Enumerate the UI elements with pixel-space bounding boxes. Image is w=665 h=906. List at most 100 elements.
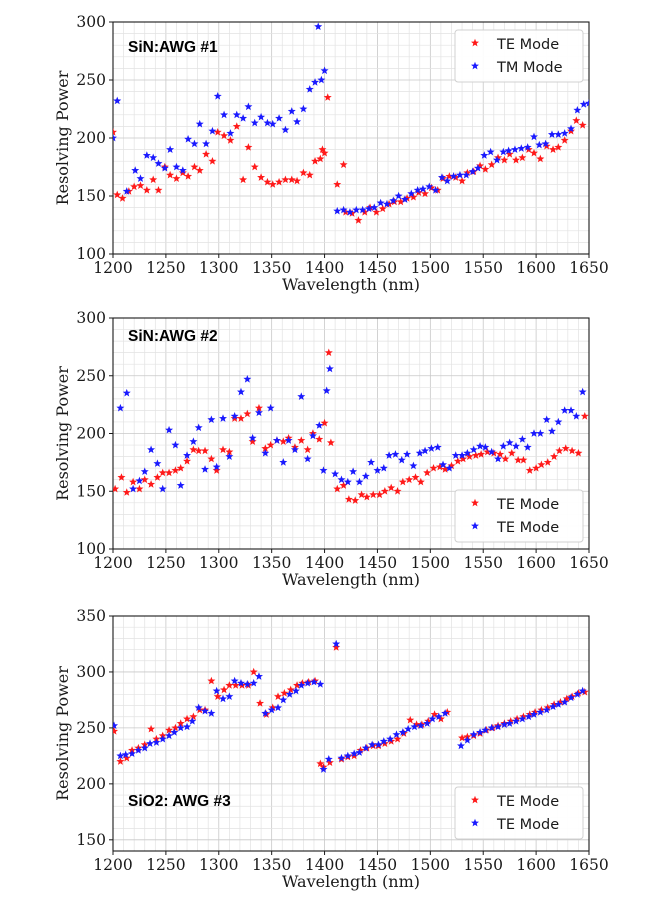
- data-point-blue: [578, 686, 587, 695]
- data-point-blue: [263, 118, 272, 127]
- data-point-red: [116, 757, 125, 765]
- data-point-red: [481, 165, 490, 173]
- data-point-red: [532, 463, 541, 472]
- data-point-red: [183, 714, 192, 723]
- data-point-red: [303, 445, 312, 454]
- data-point-blue: [425, 182, 434, 191]
- data-point-red: [323, 93, 332, 101]
- data-point-blue: [322, 386, 331, 395]
- data-point-red: [213, 692, 222, 700]
- legend-marker-blue: [471, 61, 479, 70]
- data-point-blue: [147, 445, 156, 454]
- data-point-blue: [504, 146, 513, 155]
- data-point-blue: [358, 205, 367, 214]
- data-point-red: [505, 150, 514, 158]
- data-point-blue: [219, 414, 227, 422]
- data-point-red: [525, 710, 534, 718]
- data-point-red: [286, 685, 295, 694]
- y-tick-label: 100: [76, 245, 106, 263]
- data-point-red: [320, 418, 329, 427]
- data-point-red: [113, 128, 117, 136]
- data-point-blue: [416, 721, 425, 730]
- data-point-blue: [194, 703, 203, 712]
- data-point-blue: [428, 714, 437, 723]
- data-point-red: [560, 136, 569, 144]
- data-point-red: [232, 122, 241, 130]
- data-point-blue: [122, 388, 131, 397]
- data-point-red: [165, 468, 174, 477]
- data-point-blue: [492, 155, 501, 164]
- data-point-blue: [480, 151, 489, 159]
- legend-box: [454, 786, 584, 840]
- y-tick-label: 350: [76, 607, 106, 625]
- data-point-blue: [476, 728, 485, 736]
- data-point-blue: [549, 702, 558, 711]
- data-point-red: [195, 166, 204, 174]
- y-tick-label: 200: [76, 129, 106, 147]
- data-point-blue: [152, 738, 161, 746]
- data-point-blue: [315, 421, 324, 429]
- data-point-blue: [386, 734, 395, 743]
- data-point-red: [140, 475, 149, 484]
- data-point-blue: [373, 466, 382, 474]
- data-point-red: [568, 692, 577, 700]
- data-point-red: [512, 155, 521, 164]
- x-axis-label: Wavelength (nm): [282, 570, 420, 589]
- data-point-red: [113, 727, 119, 735]
- data-point-blue: [355, 477, 364, 486]
- data-point-red: [443, 708, 452, 716]
- data-point-red: [213, 128, 222, 136]
- data-point-blue: [190, 139, 199, 148]
- data-point-blue: [297, 392, 306, 400]
- data-point-blue: [219, 694, 227, 703]
- data-point-red: [519, 712, 528, 721]
- x-tick-label: 1250: [146, 856, 185, 874]
- data-point-red: [536, 154, 545, 163]
- legend-label: TE Mode: [496, 520, 559, 536]
- data-point-blue: [361, 472, 370, 480]
- data-point-blue: [279, 458, 288, 466]
- data-point-blue: [567, 406, 576, 414]
- data-point-red: [530, 148, 538, 157]
- data-point-blue: [226, 129, 235, 137]
- y-tick-label: 200: [76, 425, 106, 443]
- data-point-red: [372, 208, 381, 216]
- data-point-red: [305, 170, 314, 179]
- data-point-blue: [379, 463, 388, 472]
- data-point-blue: [439, 460, 448, 469]
- data-point-blue: [535, 140, 544, 149]
- data-point-blue: [314, 22, 323, 31]
- data-point-blue: [458, 451, 467, 459]
- data-point-blue: [391, 450, 400, 458]
- data-point-red: [567, 126, 576, 135]
- x-tick-label: 1450: [358, 554, 397, 572]
- legend: TE Mode TE Mode: [454, 786, 584, 840]
- data-point-blue: [473, 163, 482, 172]
- data-point-blue: [518, 435, 527, 443]
- data-point-blue: [207, 709, 216, 717]
- data-point-red: [117, 473, 126, 481]
- data-point-red: [411, 473, 420, 481]
- data-point-red: [435, 462, 444, 471]
- data-point-blue: [355, 748, 364, 756]
- data-point-red: [518, 153, 527, 162]
- data-point-red: [556, 697, 565, 706]
- data-point-blue: [153, 459, 162, 467]
- data-point-blue: [433, 443, 442, 451]
- x-tick-label: 1500: [411, 554, 450, 572]
- data-point-blue: [517, 144, 526, 152]
- data-point-blue: [184, 134, 193, 143]
- data-point-red: [463, 168, 472, 177]
- data-point-red: [230, 414, 239, 422]
- data-point-blue: [469, 730, 478, 739]
- x-tick-label: 1300: [199, 554, 238, 572]
- data-point-blue: [305, 85, 314, 93]
- data-point-red: [398, 477, 407, 486]
- data-point-red: [189, 712, 198, 721]
- data-point-red: [113, 190, 122, 199]
- legend-label: TE Mode: [496, 817, 559, 833]
- legend: TE Mode TM Mode: [454, 29, 584, 83]
- data-point-red: [165, 725, 174, 734]
- data-point-blue: [178, 166, 187, 174]
- data-point-red: [447, 461, 456, 470]
